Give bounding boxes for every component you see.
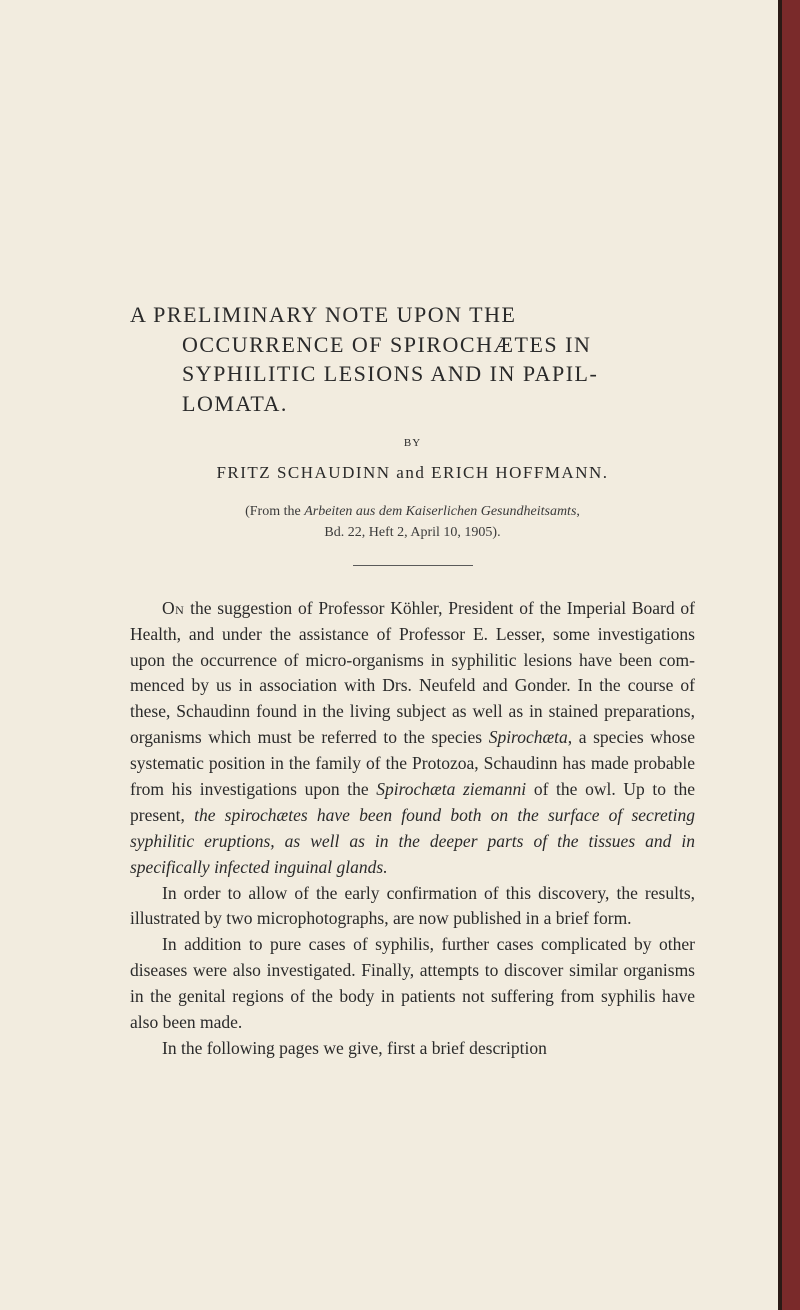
- citation-suffix: ,: [576, 504, 580, 519]
- citation-line-2: Bd. 22, Heft 2, April 10, 1905).: [130, 522, 695, 543]
- paragraph-2: In order to allow of the early confirmat…: [130, 881, 695, 933]
- title-line-1: A PRELIMINARY NOTE UPON THE: [130, 300, 695, 330]
- page-container: A PRELIMINARY NOTE UPON THE OCCURRENCE O…: [0, 0, 800, 1310]
- divider: [353, 565, 473, 566]
- para1-rest: the suggestion of Professor Köhler, Pres…: [130, 598, 695, 747]
- binding-edge-red: [782, 0, 800, 1310]
- para1-lead: On: [162, 598, 184, 618]
- title-line-4: LOMATA.: [130, 389, 695, 419]
- citation-block: (From the Arbeiten aus dem Kaiserlichen …: [130, 501, 695, 543]
- paragraph-3: In addition to pure cases of syphilis, f…: [130, 932, 695, 1036]
- citation-line-1: (From the Arbeiten aus dem Kaiserlichen …: [130, 501, 695, 522]
- para1-italic3: the spirochætes have been found both on …: [130, 805, 695, 877]
- citation-italic: Arbeiten aus dem Kaiserlichen Gesundheit…: [304, 504, 576, 519]
- title-line-2: OCCURRENCE OF SPIROCHÆTES IN: [130, 330, 695, 360]
- para1-italic2: Spiro­chæta ziemanni: [376, 779, 526, 799]
- author-line: FRITZ SCHAUDINN and ERICH HOFFMANN.: [130, 463, 695, 483]
- title-block: A PRELIMINARY NOTE UPON THE OCCURRENCE O…: [130, 300, 695, 419]
- paragraph-1: On the suggestion of Professor Köhler, P…: [130, 596, 695, 881]
- citation-prefix: (From the: [245, 504, 304, 519]
- paragraph-4: In the following pages we give, first a …: [130, 1036, 695, 1062]
- binding-edge-dark: [778, 0, 782, 1310]
- para1-italic1: Spirochæta: [489, 727, 568, 747]
- byline: BY: [130, 437, 695, 449]
- title-line-3: SYPHILITIC LESIONS AND IN PAPIL-: [130, 359, 695, 389]
- body-text: On the suggestion of Professor Köhler, P…: [130, 596, 695, 1062]
